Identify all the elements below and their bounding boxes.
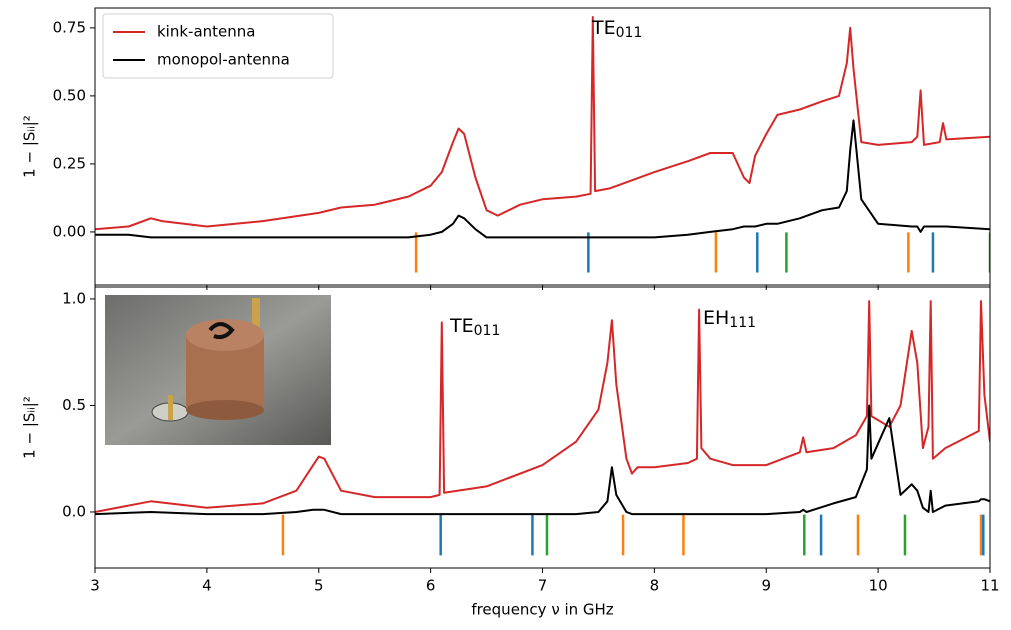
annotation: TE011	[591, 17, 642, 42]
annotation-sub: 111	[729, 315, 756, 331]
y-tick-label: 1.0	[62, 289, 86, 307]
y-tick-label: 0.00	[53, 222, 86, 240]
legend-label: monopol-antenna	[157, 51, 290, 69]
data-line	[95, 16, 990, 231]
y-tick-label: 0.5	[62, 396, 86, 414]
y-axis-label: 1 − |Sᵢᵢ|²	[21, 115, 39, 178]
data-line	[95, 119, 990, 239]
x-tick-label: 3	[90, 577, 100, 595]
y-tick-label: 0.25	[53, 154, 86, 172]
markers	[414, 232, 990, 273]
x-tick-label: 5	[314, 577, 324, 595]
annotation: EH111	[703, 307, 756, 332]
x-axis-label: frequency ν in GHz	[471, 601, 613, 619]
inset-photo	[105, 295, 331, 445]
lines	[95, 16, 990, 239]
axes-frame	[94, 7, 991, 286]
x-tick-label: 6	[426, 577, 436, 595]
markers	[281, 514, 985, 556]
y-tick-label: 0.0	[62, 502, 86, 520]
x-tick-label: 4	[202, 577, 212, 595]
legend-box	[102, 13, 334, 79]
data-line	[95, 404, 990, 516]
annotation-text: TE	[591, 17, 616, 39]
y-tick-label: 0.75	[53, 18, 86, 36]
annotation-sub: 011	[474, 323, 501, 339]
annotation: TE011	[449, 315, 500, 340]
x-tick-label: 8	[650, 577, 660, 595]
x-tick-label: 7	[538, 577, 548, 595]
legend-label: kink-antenna	[157, 23, 255, 41]
x-tick-label: 11	[980, 577, 999, 595]
x-tick-label: 9	[761, 577, 771, 595]
lines	[95, 300, 990, 516]
y-tick-label: 0.50	[53, 86, 86, 104]
data-line	[95, 300, 990, 513]
annotation-text: TE	[449, 315, 474, 337]
x-tick-label: 10	[869, 577, 888, 595]
annotation-sub: 011	[616, 25, 643, 41]
annotation-text: EH	[703, 307, 729, 329]
y-axis-label: 1 − |Sᵢᵢ|²	[21, 396, 39, 459]
axes-frame	[94, 286, 991, 569]
